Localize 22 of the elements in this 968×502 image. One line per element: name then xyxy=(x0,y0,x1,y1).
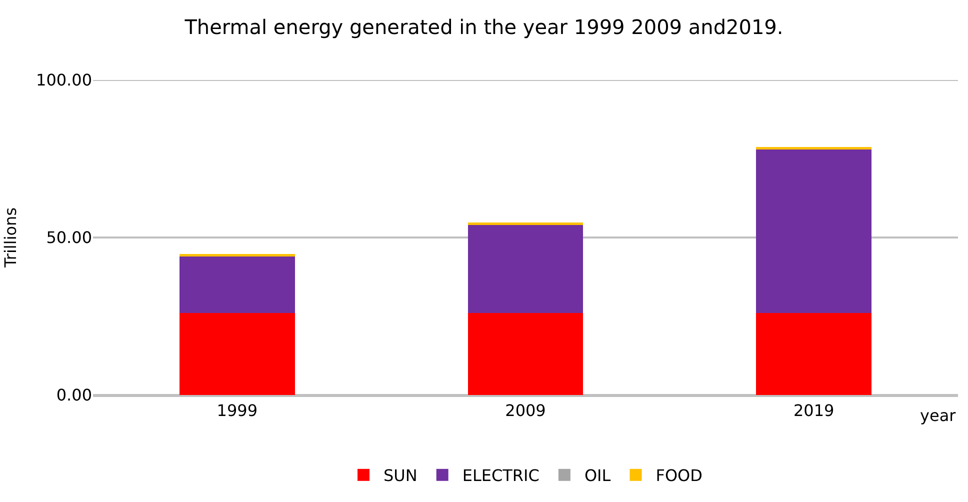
legend-label: OIL xyxy=(584,466,611,486)
x-tick-label: 2019 xyxy=(793,401,834,420)
legend-label: FOOD xyxy=(656,466,702,486)
bar xyxy=(180,254,295,256)
y-axis-title: Trillions xyxy=(0,207,20,269)
bar xyxy=(468,224,584,314)
x-axis-title: year xyxy=(920,406,956,425)
legend-label: SUN xyxy=(384,466,418,486)
bar xyxy=(468,313,584,395)
x-tick-label: 1999 xyxy=(216,401,258,420)
x-tick-label: 2009 xyxy=(505,401,546,420)
bar xyxy=(756,146,872,150)
y-tick-label: 0.00 xyxy=(56,386,92,405)
bar xyxy=(180,313,295,395)
bar xyxy=(756,149,872,314)
bar xyxy=(468,222,584,225)
bar xyxy=(180,256,295,314)
legend-label: ELECTRIC xyxy=(462,466,540,486)
y-tick-label: 100.00 xyxy=(36,70,92,90)
bar xyxy=(756,313,872,395)
chart-title: Thermal energy generated in the year 1999 2009 and2019. xyxy=(184,15,784,40)
y-tick-label: 50.00 xyxy=(46,228,92,248)
